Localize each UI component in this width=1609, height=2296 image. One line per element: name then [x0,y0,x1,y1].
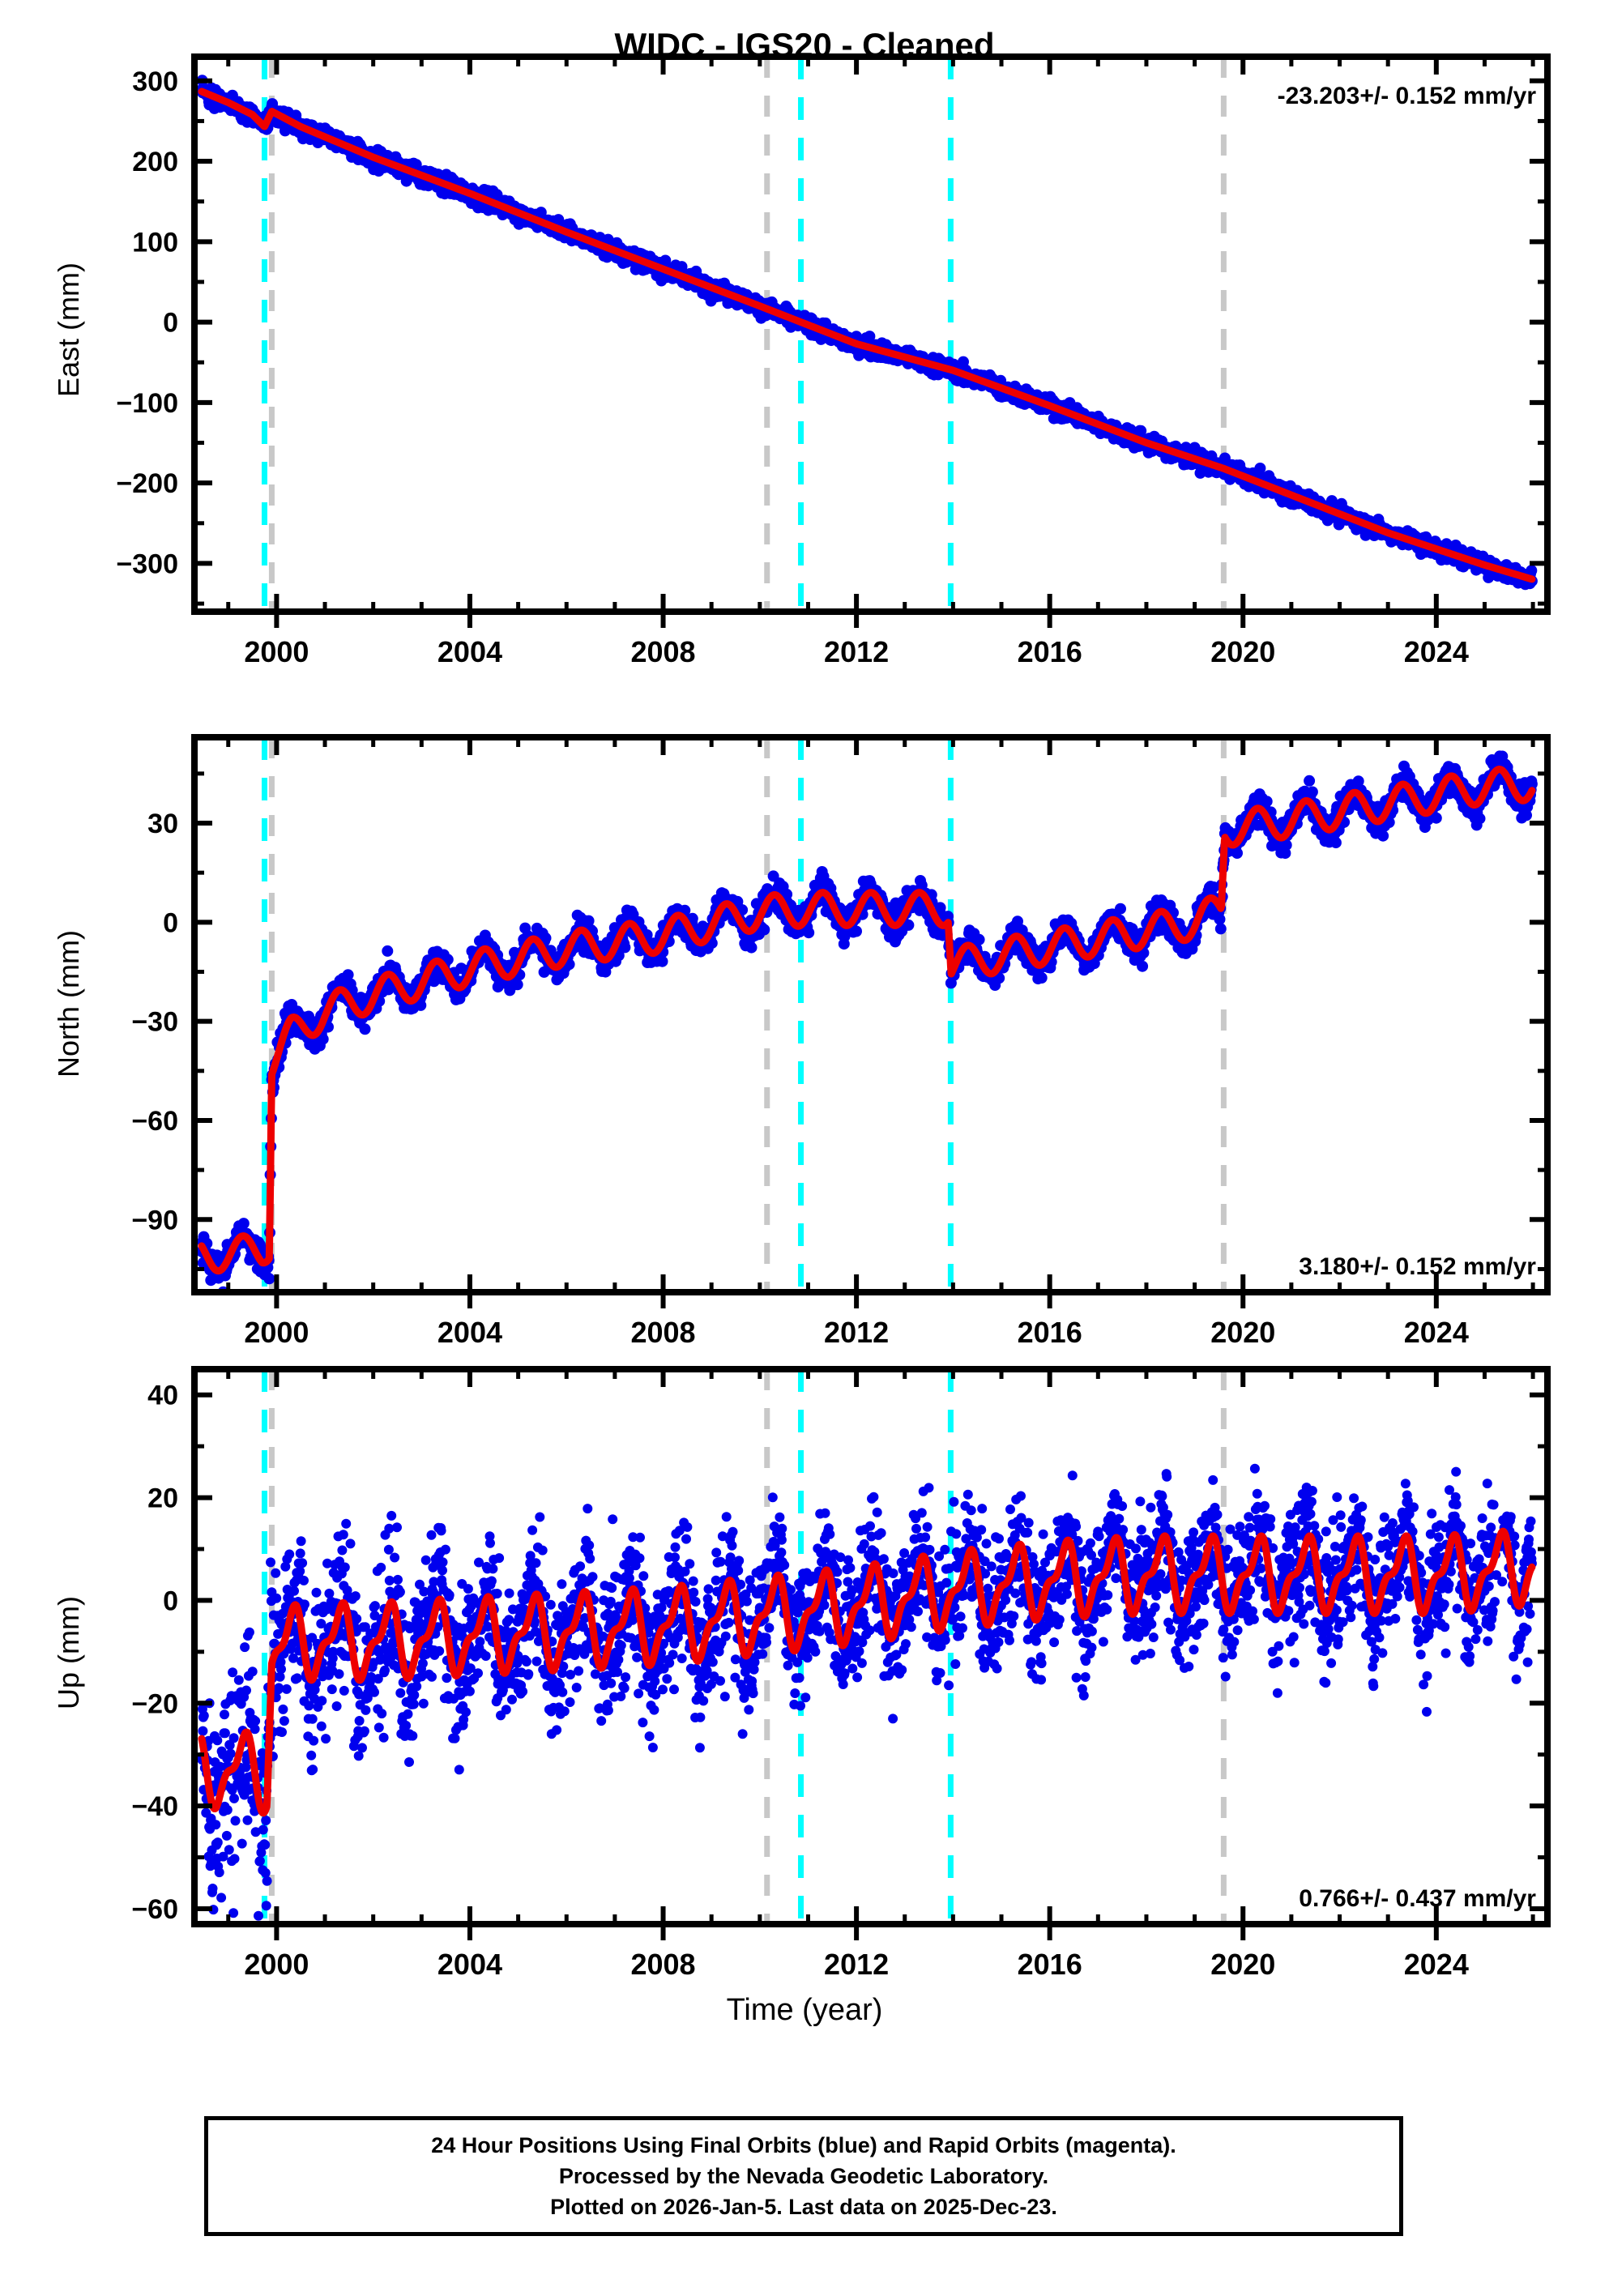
y-tick-label: 30 [147,809,178,839]
x-tick-label: 2000 [244,1316,309,1349]
x-tick-label: 2004 [437,1948,502,1981]
caption-line-1: 24 Hour Positions Using Final Orbits (bl… [431,2132,1176,2157]
y-tick-label: 20 [147,1483,178,1514]
y-tick-label: −60 [131,1106,178,1137]
x-tick-label: 2008 [630,1948,695,1981]
rate-annotation-east: -23.203+/- 0.152 mm/yr [1278,83,1537,109]
x-tick-label: 2012 [824,1316,889,1349]
x-tick-label: 2016 [1018,635,1082,668]
y-tick-label: −100 [116,388,178,419]
y-tick-label: −200 [116,468,178,499]
y-tick-label: 0 [163,1585,178,1616]
y-tick-label: 0 [163,308,178,339]
y-tick-label: 300 [132,66,178,97]
y-tick-label: 100 [132,227,178,258]
y-tick-label: −90 [131,1205,178,1235]
model-fit-line [198,766,1536,1275]
model-fit-line [198,87,1536,583]
x-tick-label: 2024 [1404,1316,1469,1349]
y-tick-label: 0 [163,907,178,938]
panel-frame [191,734,1551,1295]
x-tick-label: 2004 [437,635,502,668]
x-tick-label: 2004 [437,1316,502,1349]
y-tick-label: −40 [131,1791,178,1822]
rate-annotation-north: 3.180+/- 0.152 mm/yr [1299,1253,1536,1280]
panel-frame [191,53,1551,615]
x-tick-label: 2020 [1210,635,1275,668]
caption-box: 24 Hour Positions Using Final Orbits (bl… [204,2116,1403,2236]
caption-line-3: Plotted on 2026-Jan-5. Last data on 2025… [550,2195,1057,2220]
panel-north: 30 0 −30 −60 −90 2000 2004 2008 2012 2016 2020 2024… [131,734,1551,1349]
x-tick-label: 2016 [1018,1316,1082,1349]
caption-line-2: Processed by the Nevada Geodetic Laborat… [558,2163,1049,2188]
x-tick-label: 2012 [824,635,889,668]
x-tick-label: 2012 [824,1948,889,1981]
panel-up: 40 20 0 −20 −40 −60 2000 2004 2008 2012 2016 2020 20… [131,1366,1551,1981]
panel-east: 300 200 100 0 −100 −200 −300 2000 2004 2008 2012 20… [116,53,1551,668]
panel-frame [191,1366,1551,1927]
x-tick-label: 2016 [1018,1948,1082,1981]
rate-annotation-up: 0.766+/- 0.437 mm/yr [1299,1885,1536,1912]
y-tick-label: −300 [116,548,178,579]
y-tick-label: 40 [147,1381,178,1411]
x-axis-label: Time (year) [726,1993,883,2027]
y-tick-label: −60 [131,1894,178,1925]
x-tick-label: 2000 [244,1948,309,1981]
model-fit-line [198,1527,1536,1817]
x-tick-label: 2024 [1404,1948,1469,1981]
x-tick-label: 2024 [1404,635,1469,668]
x-tick-label: 2020 [1210,1316,1275,1349]
data-points-final-orbits [196,1463,1537,1921]
x-tick-label: 2020 [1210,1948,1275,1981]
x-tick-label: 2008 [630,635,695,668]
y-tick-label: 200 [132,147,178,177]
y-tick-label: −20 [131,1688,178,1719]
x-tick-label: 2008 [630,1316,695,1349]
y-tick-label: −30 [131,1007,178,1038]
x-tick-label: 2000 [244,635,309,668]
